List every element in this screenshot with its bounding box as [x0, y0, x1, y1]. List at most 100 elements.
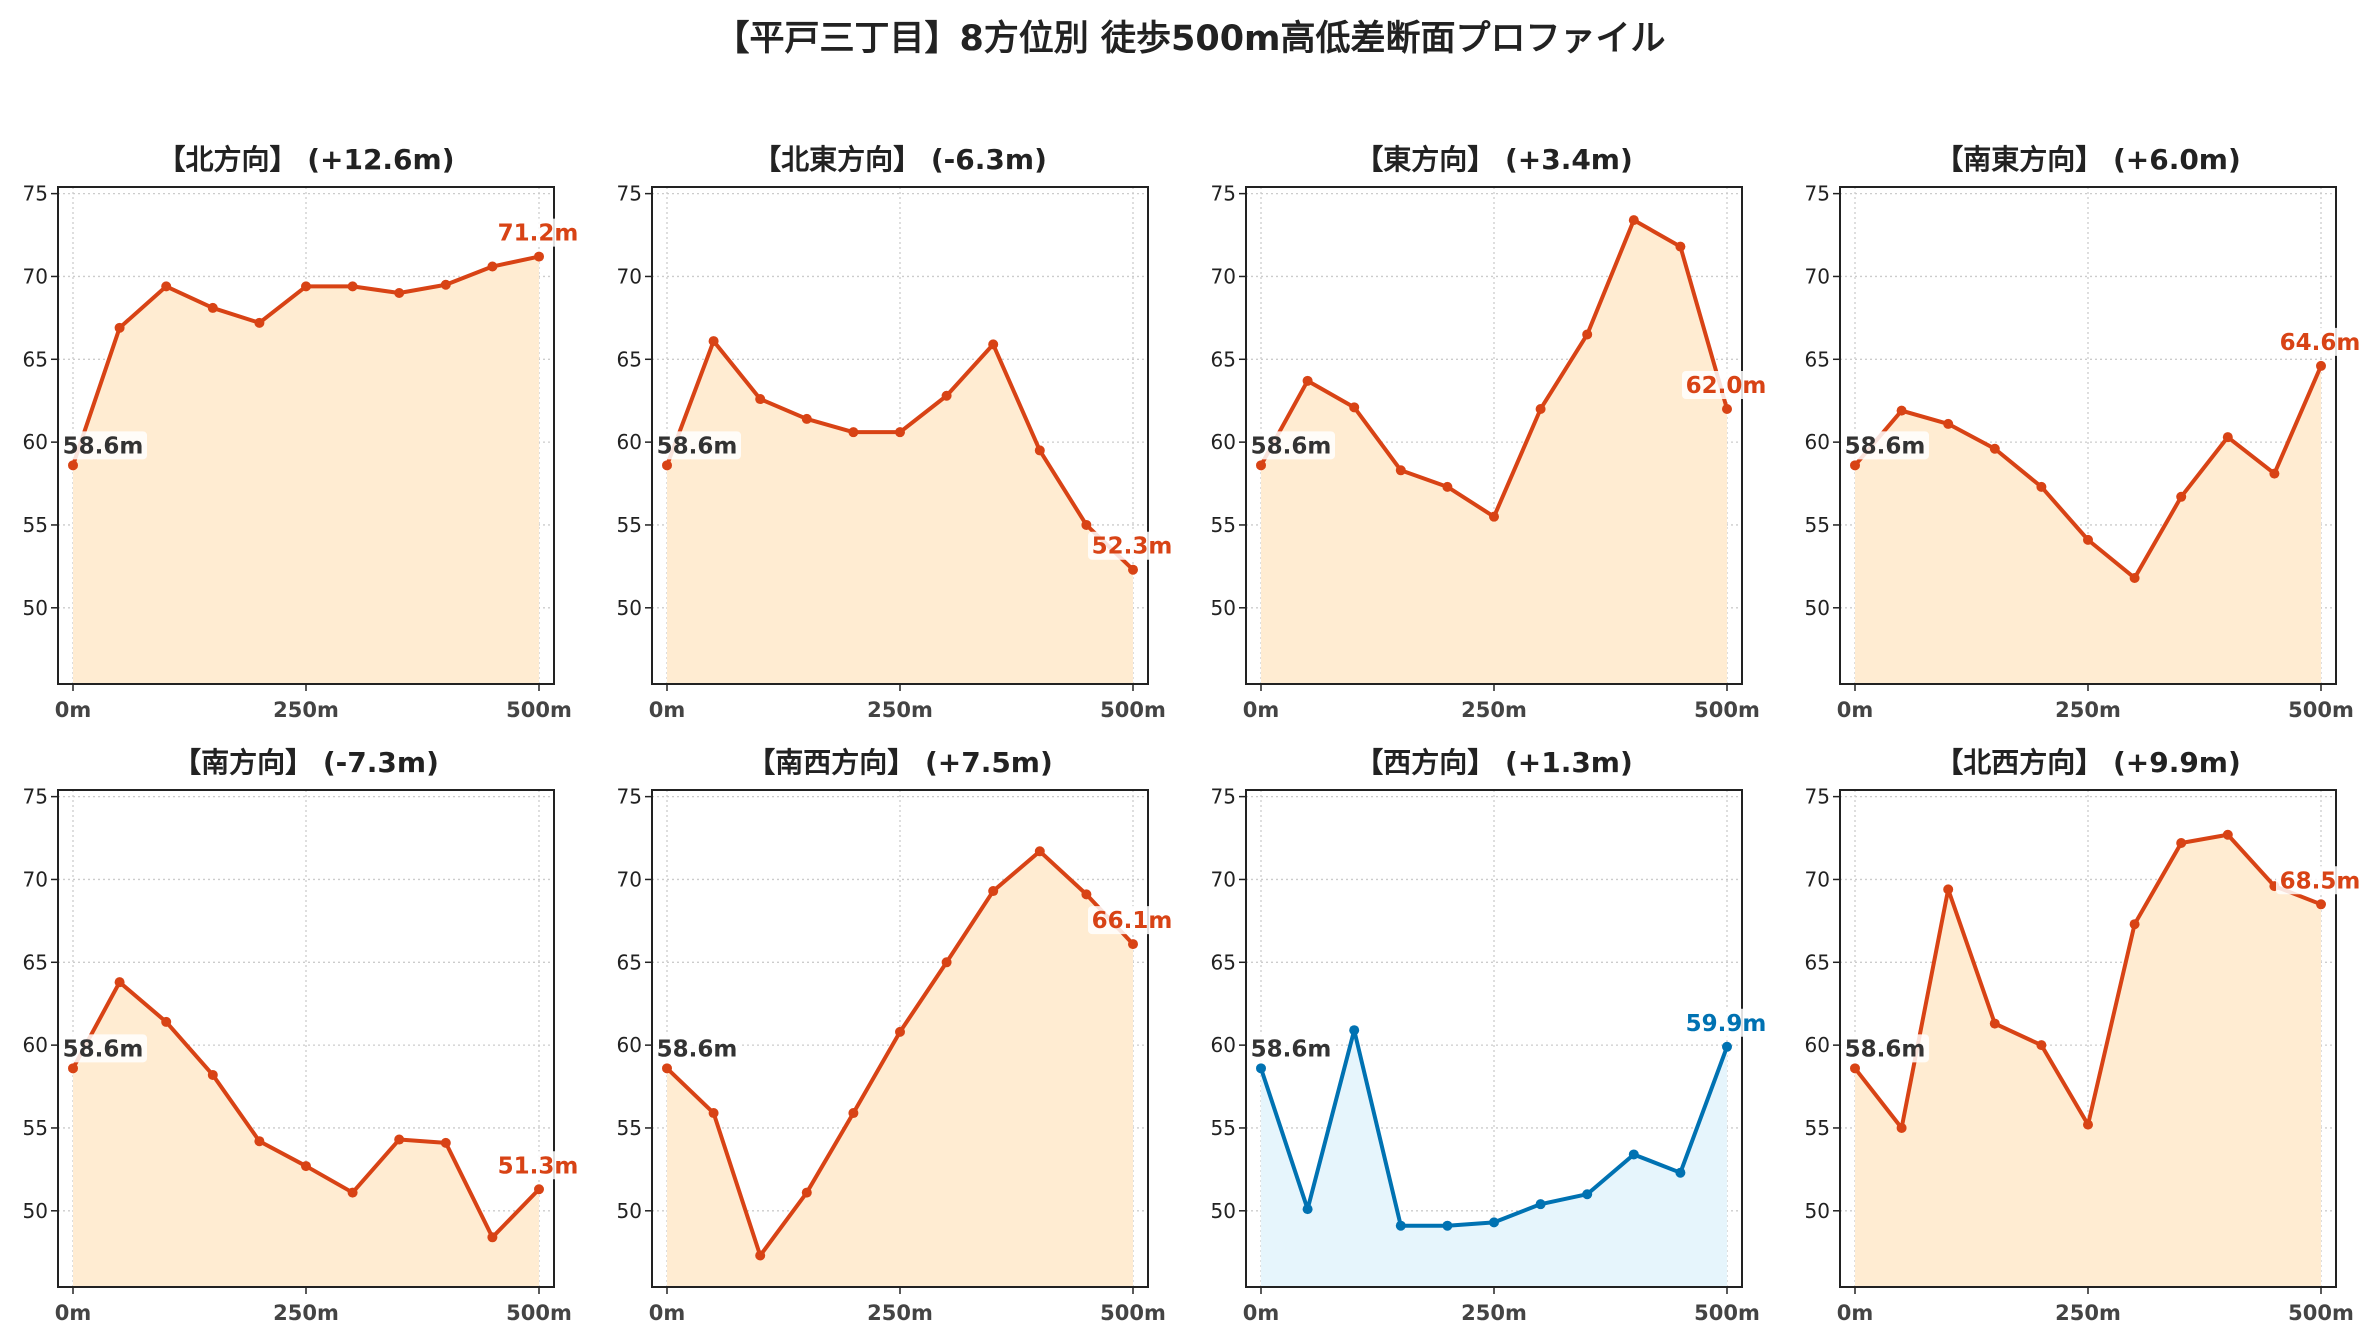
data-point — [1896, 405, 1907, 416]
end-label: 68.5m — [2280, 868, 2361, 894]
start-label: 58.6m — [1845, 1036, 1926, 1062]
data-point — [1128, 939, 1138, 950]
data-point — [161, 281, 172, 292]
data-point — [1850, 1063, 1860, 1074]
data-point — [801, 1187, 812, 1198]
data-point — [1395, 465, 1406, 476]
data-point — [848, 427, 859, 438]
data-point — [708, 1108, 719, 1119]
page-title: 【平戸三丁目】8方位別 徒歩500m高低差断面プロファイル — [714, 19, 1666, 59]
x-tick-label: 500m — [2288, 698, 2354, 722]
end-label-bg — [494, 218, 582, 247]
y-tick-label: 55 — [617, 513, 642, 537]
chart-panel-2: 50 55 60 65 70 75 0m 250m 500m 【北東方向】 (-6.3m) 58.6… — [617, 143, 1176, 722]
end-label-bg — [494, 1151, 582, 1180]
y-tick-label: 75 — [23, 182, 48, 206]
start-label: 58.6m — [1251, 1036, 1332, 1062]
data-point — [1034, 846, 1045, 857]
data-point — [941, 957, 952, 968]
y-tick-label: 55 — [617, 1116, 642, 1140]
chart-panel-1: 50 55 60 65 70 75 0m 250m 500m 【北方向】 (+12.6m) 58.6… — [23, 143, 582, 722]
end-label: 51.3m — [498, 1153, 579, 1179]
data-point — [2222, 432, 2233, 443]
panel-title: 【南西方向】 (+7.5m) — [747, 746, 1053, 779]
area-fill — [1855, 365, 2321, 684]
data-point — [2176, 838, 2187, 849]
data-point — [254, 1136, 265, 1147]
y-tick-label: 55 — [23, 1116, 48, 1140]
y-tick-label: 70 — [23, 264, 48, 288]
start-label-bg — [653, 431, 741, 460]
data-point — [2316, 899, 2326, 910]
start-label-bg — [1841, 431, 1929, 460]
area-fill — [1261, 1030, 1727, 1287]
x-tick-label: 0m — [649, 1301, 686, 1325]
data-point — [1302, 1204, 1313, 1215]
area-fill — [73, 256, 539, 684]
y-tick-label: 75 — [617, 182, 642, 206]
data-point — [2176, 491, 2187, 502]
x-tick-label: 250m — [1461, 698, 1527, 722]
y-tick-label: 70 — [1211, 264, 1236, 288]
data-point — [988, 339, 999, 350]
y-tick-label: 50 — [23, 1199, 48, 1223]
y-tick-label: 50 — [1805, 596, 1830, 620]
y-tick-label: 50 — [1805, 1199, 1830, 1223]
y-tick-label: 60 — [23, 430, 48, 454]
panel-title: 【西方向】 (+1.3m) — [1355, 746, 1633, 779]
x-tick-label: 0m — [1243, 1301, 1280, 1325]
start-label-bg — [1841, 1034, 1929, 1063]
x-tick-label: 500m — [506, 698, 572, 722]
data-point — [1628, 215, 1639, 226]
data-point — [1489, 1217, 1499, 1228]
start-label-bg — [1247, 1034, 1335, 1063]
y-tick-label: 75 — [1211, 785, 1236, 809]
y-tick-label: 50 — [617, 596, 642, 620]
data-point — [1349, 402, 1360, 413]
y-tick-label: 75 — [23, 785, 48, 809]
data-point — [2083, 1119, 2093, 1130]
start-label: 58.6m — [657, 1036, 738, 1062]
data-point — [895, 1026, 905, 1037]
panel-title: 【北西方向】 (+9.9m) — [1935, 746, 2241, 779]
y-tick-label: 75 — [617, 785, 642, 809]
end-label: 66.1m — [1092, 908, 1173, 934]
start-label-bg — [653, 1034, 741, 1063]
x-tick-label: 500m — [1694, 698, 1760, 722]
data-point — [2129, 919, 2140, 930]
data-point — [1256, 1063, 1266, 1074]
y-tick-label: 70 — [1211, 867, 1236, 891]
x-tick-label: 250m — [273, 1301, 339, 1325]
x-tick-label: 500m — [1100, 698, 1166, 722]
end-label-bg — [1682, 1008, 1770, 1037]
data-point — [755, 1250, 766, 1261]
end-label-bg — [2276, 866, 2364, 895]
data-point — [1943, 884, 1954, 895]
y-tick-label: 55 — [1805, 1116, 1830, 1140]
y-tick-label: 50 — [23, 596, 48, 620]
data-point — [394, 288, 405, 299]
y-tick-label: 50 — [1211, 1199, 1236, 1223]
end-label: 71.2m — [498, 221, 579, 247]
panel-title: 【北方向】 (+12.6m) — [157, 143, 454, 176]
data-point — [1722, 403, 1732, 414]
y-tick-label: 65 — [1211, 347, 1236, 371]
data-point — [534, 1184, 544, 1195]
data-point — [801, 413, 812, 424]
data-point — [114, 977, 125, 988]
x-tick-label: 250m — [2055, 698, 2121, 722]
data-point — [207, 1069, 218, 1080]
y-tick-label: 60 — [1805, 430, 1830, 454]
end-label: 52.3m — [1092, 534, 1173, 560]
data-point — [2083, 534, 2093, 545]
panel-title: 【東方向】 (+3.4m) — [1355, 143, 1633, 176]
y-tick-label: 55 — [1211, 513, 1236, 537]
data-point — [2269, 468, 2280, 479]
chart-panel-5: 50 55 60 65 70 75 0m 250m 500m 【南方向】 (-7.3m) 58.6m… — [23, 746, 582, 1325]
data-point — [2316, 360, 2326, 371]
y-tick-label: 70 — [23, 867, 48, 891]
data-point — [1582, 1189, 1593, 1200]
y-tick-label: 55 — [1211, 1116, 1236, 1140]
data-point — [988, 886, 999, 897]
x-tick-label: 500m — [506, 1301, 572, 1325]
